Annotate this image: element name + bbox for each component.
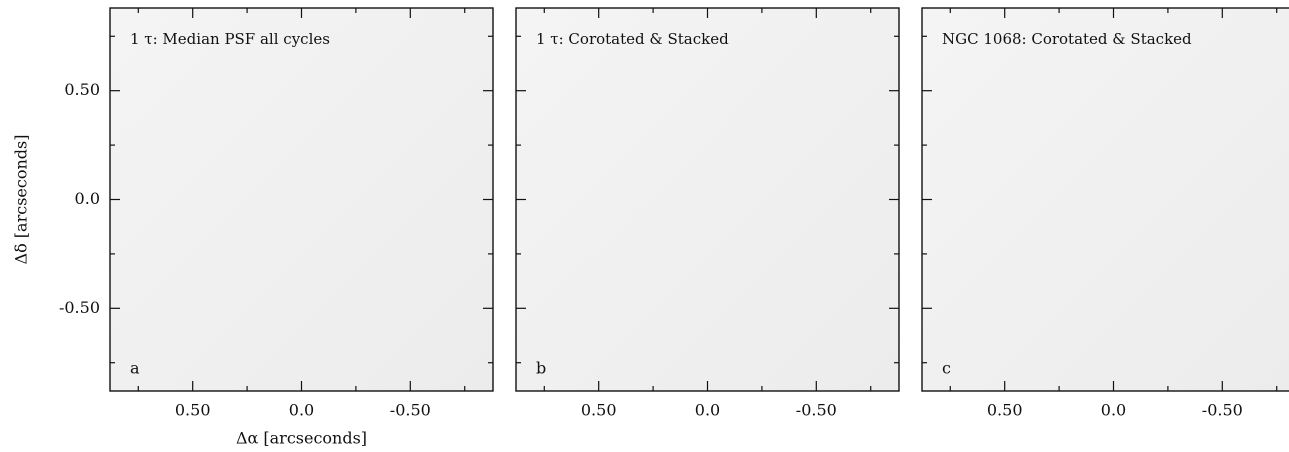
x-tick-label: 0.0 <box>289 401 314 420</box>
image-bg <box>922 8 1289 391</box>
panel-title: 1 τ: Median PSF all cycles <box>130 30 330 48</box>
y-axis-label: Δδ [arcseconds] <box>12 135 31 265</box>
panel-title: 1 τ: Corotated & Stacked <box>536 30 729 48</box>
panel-label: b <box>536 359 546 378</box>
x-tick-label: -0.50 <box>390 401 431 420</box>
image-bg <box>110 8 493 391</box>
x-tick-label: 0.50 <box>581 401 617 420</box>
x-tick-label: 0.0 <box>1101 401 1126 420</box>
y-tick-label: -0.50 <box>59 298 100 317</box>
x-tick-label: 0.50 <box>175 401 211 420</box>
panel-title: NGC 1068: Corotated & Stacked <box>942 30 1192 48</box>
y-tick-label: 0.50 <box>64 80 100 99</box>
panel-label: c <box>942 359 951 378</box>
x-tick-label: 0.50 <box>987 401 1023 420</box>
image-bg <box>516 8 899 391</box>
x-tick-label: 0.0 <box>695 401 720 420</box>
y-tick-label: 0.0 <box>75 189 100 208</box>
x-tick-label: -0.50 <box>796 401 837 420</box>
x-axis-label: Δα [arcseconds] <box>236 429 367 448</box>
x-tick-label: -0.50 <box>1202 401 1243 420</box>
panel-label: a <box>130 359 140 378</box>
